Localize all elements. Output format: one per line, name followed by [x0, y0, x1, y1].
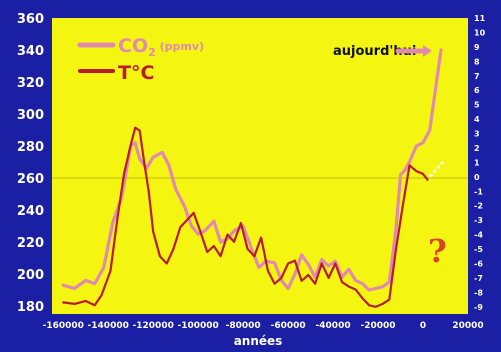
y-right-tick-label: 1 — [474, 158, 480, 167]
y-left-tick-label: 180 — [17, 300, 44, 315]
y-left-tick-label: 240 — [17, 204, 44, 219]
future-dot — [436, 165, 440, 169]
y-right-tick-label: -1 — [474, 187, 483, 196]
y-left-tick-labels: 180 200 220 240 260 280 300 320 340 360 — [17, 12, 44, 315]
x-tick-label: 0 — [420, 321, 426, 331]
y-right-tick-label: 11 — [474, 14, 486, 23]
y-right-tick-label: -4 — [474, 231, 483, 240]
x-tick-label: 20000 — [452, 321, 483, 331]
x-tick-label: -160000 — [43, 321, 84, 331]
y-left-tick-label: 300 — [17, 108, 44, 123]
future-dot — [433, 169, 437, 173]
y-right-tick-label: 10 — [474, 28, 486, 37]
y-left-tick-label: 280 — [17, 140, 44, 155]
y-right-tick-label: 4 — [474, 115, 480, 124]
y-right-tick-label: -3 — [474, 216, 483, 225]
y-left-tick-label: 320 — [17, 76, 44, 91]
y-right-tick-label: 7 — [474, 72, 480, 81]
y-right-tick-label: -6 — [474, 259, 483, 268]
legend: CO2 (ppmv) T°C — [77, 35, 204, 84]
y-right-tick-label: 0 — [474, 173, 480, 182]
series-layer — [61, 48, 443, 308]
y-left-tick-label: 200 — [17, 268, 44, 283]
y-right-tick-label: 8 — [474, 57, 480, 66]
y-right-tick-labels: -9 -8 -7 -6 -5 -4 -3 -2 -1 0 1 2 3 4 5 6 7 8 9 10 11 — [474, 14, 486, 312]
x-tick-label: -80000 — [226, 321, 261, 331]
y-left-tick-label: 340 — [17, 44, 44, 59]
x-tick-label: -100000 — [178, 321, 219, 331]
y-right-tick-label: -2 — [474, 202, 483, 211]
y-right-tick-label: 5 — [474, 101, 480, 110]
series-line-co2 — [61, 48, 443, 292]
y-right-tick-label: 6 — [474, 86, 480, 95]
y-right-tick-label: 9 — [474, 43, 480, 52]
y-right-tick-label: -9 — [474, 303, 483, 312]
series-line-temperature — [62, 126, 429, 308]
future-dots — [429, 161, 444, 178]
today-label: aujourd'hui — [333, 44, 416, 59]
question-mark-annotation: ? — [428, 232, 447, 270]
x-tick-label: -20000 — [361, 321, 396, 331]
x-tick-labels: -160000 -140000 -120000 -100000 -80000 -60000… — [43, 321, 484, 331]
future-dot — [440, 161, 444, 165]
legend-label-co2: CO2 (ppmv) — [118, 35, 204, 59]
y-left-tick-label: 220 — [17, 236, 44, 251]
y-right-tick-label: 3 — [474, 130, 480, 139]
x-tick-label: -120000 — [133, 321, 174, 331]
y-right-tick-label: -8 — [474, 288, 483, 297]
future-dot — [429, 173, 433, 178]
x-axis-label: années — [234, 334, 283, 348]
y-right-tick-label: -7 — [474, 274, 483, 283]
y-left-tick-label: 360 — [17, 12, 44, 27]
legend-label-temperature: T°C — [118, 62, 154, 84]
y-left-tick-label: 260 — [17, 172, 44, 187]
y-right-tick-label: -5 — [474, 245, 483, 254]
y-right-tick-label: 2 — [474, 144, 480, 153]
x-tick-label: -40000 — [316, 321, 351, 331]
x-tick-label: -60000 — [271, 321, 306, 331]
today-arrow-icon — [395, 45, 432, 57]
x-tick-label: -140000 — [88, 321, 129, 331]
